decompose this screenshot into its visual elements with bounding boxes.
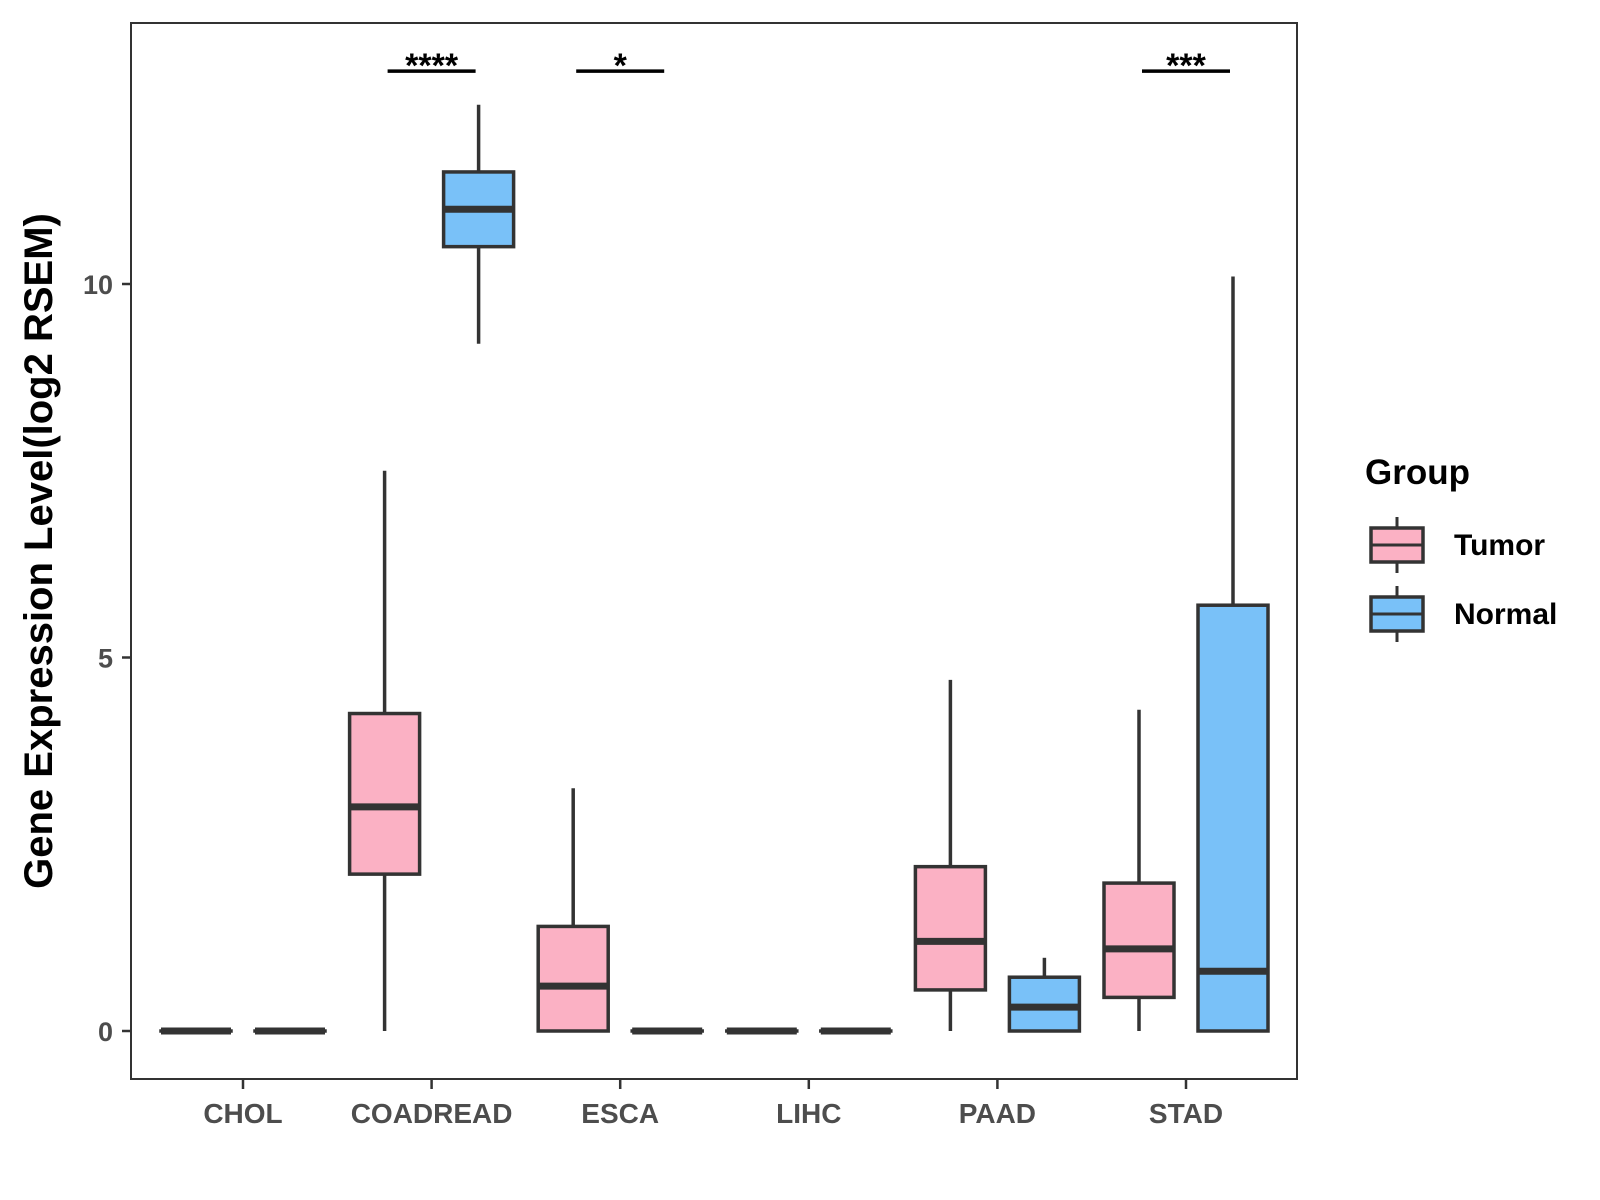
significance-label: **** bbox=[405, 47, 459, 85]
x-tick-label-lihc: LIHC bbox=[776, 1098, 841, 1129]
legend-key-tumor bbox=[1369, 517, 1425, 573]
x-tick-label-chol: CHOL bbox=[203, 1098, 282, 1129]
box-body bbox=[1196, 603, 1270, 1033]
box-body bbox=[913, 864, 988, 992]
y-tick-label: 5 bbox=[98, 644, 113, 674]
y-axis: 0 5 10 bbox=[83, 270, 131, 1047]
significance-annotations: **** * *** bbox=[387, 47, 1230, 85]
x-tick-label-coadread: COADREAD bbox=[351, 1098, 513, 1129]
legend-key-normal bbox=[1369, 586, 1425, 642]
chart-marks bbox=[159, 104, 1270, 1035]
legend-label-tumor: Tumor bbox=[1454, 529, 1545, 562]
x-axis: CHOL COADREAD ESCA LIHC PAAD STAD bbox=[203, 1079, 1223, 1129]
box-body bbox=[347, 711, 422, 876]
x-tick-label-stad: STAD bbox=[1149, 1098, 1223, 1129]
y-tick-label: 0 bbox=[98, 1017, 113, 1047]
box-body bbox=[1102, 881, 1176, 1000]
box-normal-paad bbox=[1007, 957, 1082, 1033]
box-normal-stad bbox=[1196, 276, 1270, 1033]
box-normal-coadread bbox=[441, 104, 516, 344]
significance-label: * bbox=[614, 47, 628, 85]
box-tumor-esca bbox=[536, 788, 610, 1033]
legend: Group Tumor Normal bbox=[1365, 453, 1557, 642]
box-tumor-stad bbox=[1102, 709, 1176, 1031]
box-tumor-paad bbox=[913, 679, 988, 1031]
legend-label-normal: Normal bbox=[1454, 598, 1557, 631]
box-body bbox=[536, 924, 610, 1033]
y-axis-title: Gene Expression Level(log2 RSEM) bbox=[17, 213, 61, 889]
y-tick-label: 10 bbox=[83, 270, 113, 300]
significance-label: *** bbox=[1166, 47, 1206, 85]
legend-title: Group bbox=[1365, 453, 1470, 492]
box-tumor-coadread bbox=[347, 470, 422, 1031]
x-tick-label-paad: PAAD bbox=[959, 1098, 1036, 1129]
x-tick-label-esca: ESCA bbox=[581, 1098, 659, 1129]
